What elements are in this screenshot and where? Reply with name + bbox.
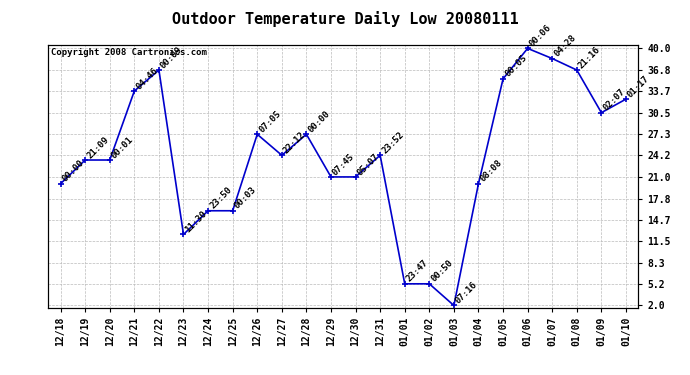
Text: 00:05: 00:05	[503, 54, 529, 79]
Text: 07:16: 07:16	[454, 280, 480, 306]
Text: 11:30: 11:30	[184, 209, 209, 234]
Text: 04:28: 04:28	[552, 33, 578, 58]
Text: 08:08: 08:08	[478, 158, 504, 184]
Text: 07:05: 07:05	[257, 109, 283, 134]
Text: 23:47: 23:47	[405, 258, 430, 284]
Text: 22:12: 22:12	[282, 130, 307, 155]
Text: 04:46: 04:46	[135, 66, 159, 91]
Text: 00:01: 00:01	[110, 135, 135, 160]
Text: Outdoor Temperature Daily Low 20080111: Outdoor Temperature Daily Low 20080111	[172, 11, 518, 27]
Text: Copyright 2008 Cartronics.com: Copyright 2008 Cartronics.com	[51, 48, 207, 57]
Text: 00:50: 00:50	[429, 258, 455, 284]
Text: 00:00: 00:00	[306, 109, 332, 134]
Text: 23:52: 23:52	[380, 130, 406, 155]
Text: 07:45: 07:45	[331, 152, 356, 177]
Text: 00:03: 00:03	[233, 185, 258, 211]
Text: 23:50: 23:50	[208, 185, 233, 211]
Text: 21:16: 21:16	[577, 45, 602, 70]
Text: 05:07: 05:07	[355, 152, 381, 177]
Text: 00:09: 00:09	[159, 45, 184, 70]
Text: 02:07: 02:07	[602, 87, 627, 112]
Text: 01:17: 01:17	[626, 74, 651, 99]
Text: 00:00: 00:00	[61, 158, 86, 184]
Text: 00:06: 00:06	[528, 23, 553, 48]
Text: 21:09: 21:09	[85, 135, 110, 160]
